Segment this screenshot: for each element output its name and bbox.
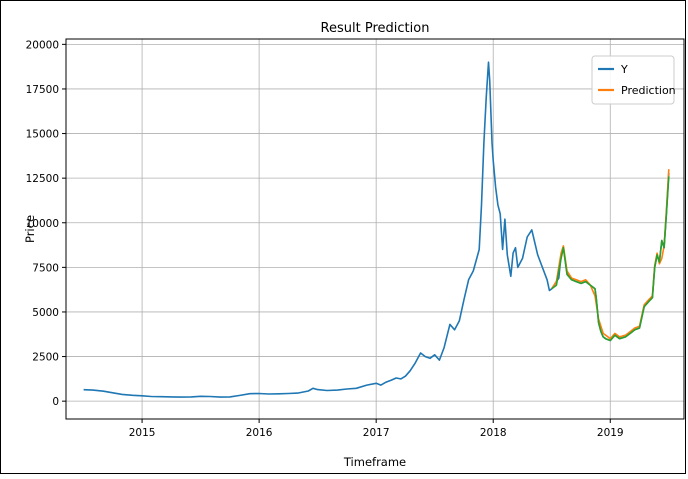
y-tick-label: 12500 bbox=[26, 173, 59, 185]
series-overlay-line bbox=[551, 176, 670, 342]
y-tick-label: 10000 bbox=[26, 218, 59, 230]
y-tick-label: 20000 bbox=[26, 39, 59, 51]
x-tick-label: 2016 bbox=[246, 427, 273, 439]
y-tick-label: 17500 bbox=[26, 84, 59, 96]
x-tick-label: 2017 bbox=[363, 427, 390, 439]
y-axis-label: Price bbox=[23, 215, 37, 243]
x-tick-label: 2019 bbox=[597, 427, 624, 439]
legend-label-prediction: Prediction bbox=[621, 84, 676, 97]
series-layer bbox=[83, 61, 670, 398]
plot-area-border bbox=[65, 38, 685, 420]
y-tick-label: 0 bbox=[52, 396, 59, 408]
x-tick-label: 2015 bbox=[129, 427, 156, 439]
legend-label-y: Y bbox=[620, 63, 628, 76]
x-tick-label: 2018 bbox=[480, 427, 507, 439]
y-tick-label: 2500 bbox=[32, 352, 59, 364]
grid bbox=[66, 39, 684, 419]
y-axis-ticks: 0 2500 5000 7500 10000 12500 15000 17500 20000 bbox=[26, 39, 66, 408]
chart-title: Result Prediction bbox=[321, 21, 430, 36]
x-axis-ticks: 2015 2016 2017 2018 2019 bbox=[129, 419, 624, 439]
x-axis-label: Timeframe bbox=[343, 455, 406, 469]
legend: Y Prediction bbox=[591, 55, 676, 105]
y-tick-label: 5000 bbox=[32, 307, 59, 319]
y-tick-label: 7500 bbox=[32, 262, 59, 274]
y-tick-label: 15000 bbox=[26, 129, 59, 141]
